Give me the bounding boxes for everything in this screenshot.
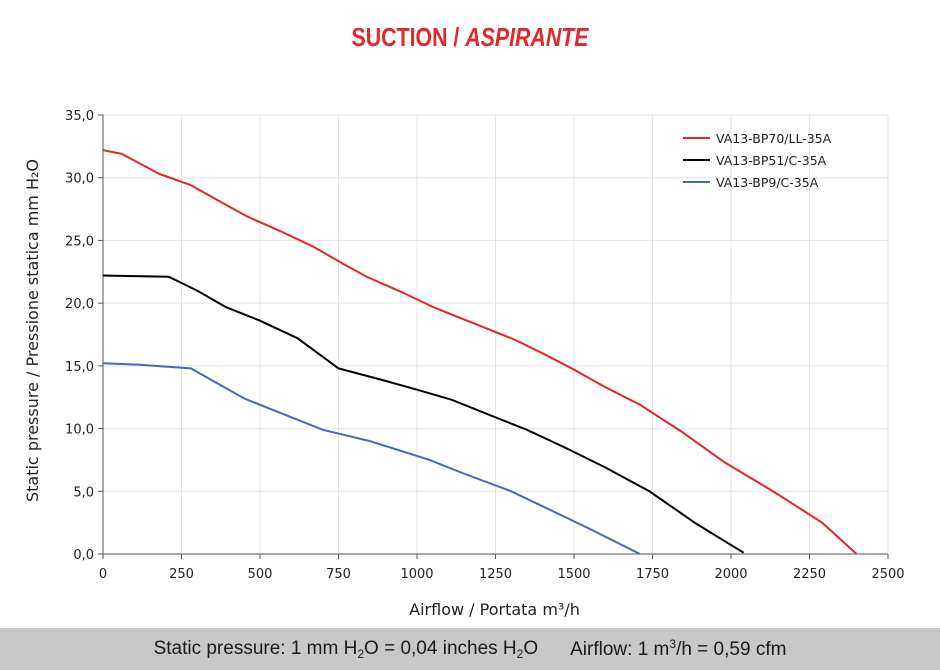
legend-entry: VA13-BP9/C-35A [716, 175, 819, 190]
title-main: SUCTION / [351, 22, 460, 52]
x-axis-label: Airflow / Portata m³/h [409, 600, 580, 619]
title-italic: ASPIRANTE [465, 22, 589, 52]
x-tick-label: 1250 [479, 567, 512, 582]
y-tick-label: 5,0 [73, 485, 94, 500]
chart-title: SUCTION / ASPIRANTE [85, 22, 856, 53]
legend-entry: VA13-BP70/LL-35A [716, 131, 832, 146]
footer-airflow: Airflow: 1 m3/h = 0,59 cfm [570, 637, 787, 660]
y-tick-label: 0,0 [73, 548, 94, 563]
footer-static-pressure: Static pressure: 1 mm H2O = 0,04 inches … [153, 637, 539, 661]
y-tick-label: 10,0 [65, 423, 94, 438]
y-tick-label: 15,0 [65, 360, 94, 375]
chart: 0 250 500 750 1000 1250 1500 1750 2000 2250 2500 0,… [23, 109, 905, 619]
x-tick-label: 750 [326, 567, 351, 582]
x-tick-label: 500 [248, 567, 273, 582]
y-tick-label: 25,0 [65, 234, 94, 249]
x-tick-label: 250 [169, 567, 194, 582]
x-tick-label: 2250 [793, 567, 826, 582]
footer-conversion-note: Static pressure: 1 mm H2O = 0,04 inches … [0, 628, 940, 670]
y-tick-label: 20,0 [65, 297, 94, 312]
y-axis-label: Static pressure / Pressione statica mm H… [23, 159, 42, 502]
legend-entry: VA13-BP51/C-35A [716, 153, 827, 168]
y-tick-label: 35,0 [65, 109, 94, 124]
x-tick-label: 2500 [871, 567, 904, 582]
series-line [102, 274, 745, 554]
x-tick-label: 1000 [400, 567, 433, 582]
series-line [102, 149, 858, 555]
y-tick-label: 30,0 [65, 172, 94, 187]
x-tick-label: 1750 [636, 567, 669, 582]
x-tick-label: 2000 [714, 567, 747, 582]
series-line [102, 362, 641, 555]
x-tick-label: 0 [99, 567, 107, 582]
x-tick-label: 1500 [557, 567, 590, 582]
